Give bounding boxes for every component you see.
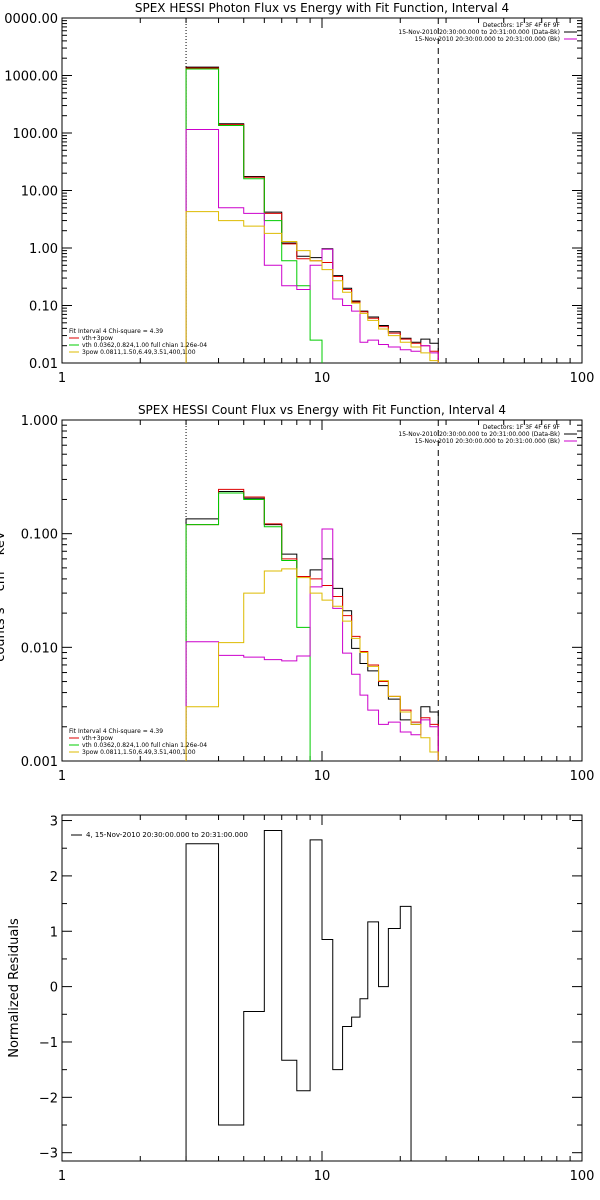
y-tick-label: 10.00 xyxy=(21,185,58,200)
x-tick-label: 1 xyxy=(58,769,66,784)
y-tick-label: 0.010 xyxy=(21,641,58,656)
series-line xyxy=(185,66,439,363)
x-tick-label: 100 xyxy=(570,769,595,784)
legend-text: Detectors: 1F 3F 4F 6F 9F xyxy=(483,22,561,29)
count-flux-panel: SPEX HESSI Count Flux vs Energy with Fit… xyxy=(0,403,594,784)
series-group xyxy=(185,66,439,363)
y-tick-label: 0.100 xyxy=(21,528,58,543)
series-group xyxy=(185,830,412,1161)
legend-text: vth 0.0362,0.824,1.00 full chian 1.26e-0… xyxy=(82,742,207,749)
y-axis-label: counts s⁻¹ cm⁻² keV⁻¹ xyxy=(0,519,8,662)
y-tick-label: 0.01 xyxy=(29,357,58,372)
legend-text: 15-Nov-2010 20:30:00.000 to 20:31:00.000… xyxy=(415,438,560,445)
legend-text: vth+3pow xyxy=(82,335,113,342)
series-line xyxy=(185,528,439,761)
y-tick-label: 3 xyxy=(50,815,58,830)
y-tick-label: 1.000 xyxy=(21,414,58,429)
photon-flux-panel: SPEX HESSI Photon Flux vs Energy with Fi… xyxy=(4,1,594,386)
y-tick-label: 100.00 xyxy=(13,127,59,142)
legend-text: vth+3pow xyxy=(82,735,113,742)
y-tick-label: −3 xyxy=(39,1147,58,1162)
legend-text: 15-Nov-2010 20:30:00.000 to 20:31:00.000… xyxy=(398,29,560,36)
series-line xyxy=(185,830,412,1161)
y-tick-label: 2 xyxy=(50,870,58,885)
x-tick-label: 10 xyxy=(314,371,331,386)
plot-frame xyxy=(61,419,583,762)
y-tick-label: 1000.00 xyxy=(4,70,58,85)
y-axis-label: Normalized Residuals xyxy=(7,918,22,1058)
legend-text: 15-Nov-2010 20:30:00.000 to 20:31:00.000… xyxy=(398,431,560,438)
chart-title: SPEX HESSI Count Flux vs Energy with Fit… xyxy=(138,403,506,417)
legend-text: vth 0.0362,0.824,1.00 full chian 1.26e-0… xyxy=(82,342,207,349)
x-tick-label: 100 xyxy=(570,1169,595,1184)
series-group xyxy=(185,488,439,761)
legend-text: Fit Interval 4 Chi-square = 4.39 xyxy=(69,328,163,335)
plot-frame xyxy=(61,17,583,364)
residuals-panel: 1 10 100 −3 −2 −1 0 1 2 3 Normalized Residuals 4, 1… xyxy=(7,814,595,1184)
legend-text: 4, 15-Nov-2010 20:30:00.000 to 20:31:00.… xyxy=(86,831,248,839)
chart-title: SPEX HESSI Photon Flux vs Energy with Fi… xyxy=(135,1,509,15)
legend-text: 15-Nov-2010 20:30:00.000 to 20:31:00.000… xyxy=(415,36,560,43)
y-tick-label: 0 xyxy=(50,981,58,996)
series-line xyxy=(185,568,439,761)
y-tick-label: 0.10 xyxy=(29,300,58,315)
series-line xyxy=(185,68,323,363)
series-line xyxy=(185,492,311,761)
x-tick-label: 10 xyxy=(314,769,331,784)
legend-text: 3pow 0.0811,1.50,6.49,3.51,400,1.00 xyxy=(82,749,196,756)
series-line xyxy=(185,67,439,363)
x-tick-label: 1 xyxy=(58,1169,66,1184)
x-tick-label: 100 xyxy=(570,371,595,386)
series-line xyxy=(185,211,439,363)
y-tick-label: 1 xyxy=(50,925,58,940)
legend-text: Fit Interval 4 Chi-square = 4.39 xyxy=(69,728,163,735)
y-tick-label: −1 xyxy=(39,1036,58,1051)
x-tick-label: 1 xyxy=(58,371,66,386)
y-tick-label: −2 xyxy=(39,1091,58,1106)
series-line xyxy=(185,129,439,363)
y-tick-label: 0.001 xyxy=(21,755,58,770)
x-tick-label: 10 xyxy=(314,1169,331,1184)
y-tick-label: 0000.00 xyxy=(4,12,58,27)
legend-text: 3pow 0.0811,1.50,6.49,3.51,400,1.00 xyxy=(82,349,196,356)
y-tick-label: 1.00 xyxy=(29,242,58,257)
legend-text: Detectors: 1F 3F 4F 6F 9F xyxy=(483,424,561,431)
